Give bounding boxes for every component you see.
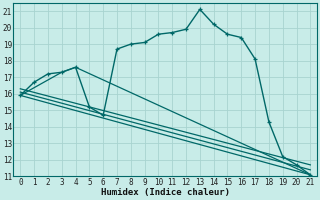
X-axis label: Humidex (Indice chaleur): Humidex (Indice chaleur) xyxy=(101,188,230,197)
